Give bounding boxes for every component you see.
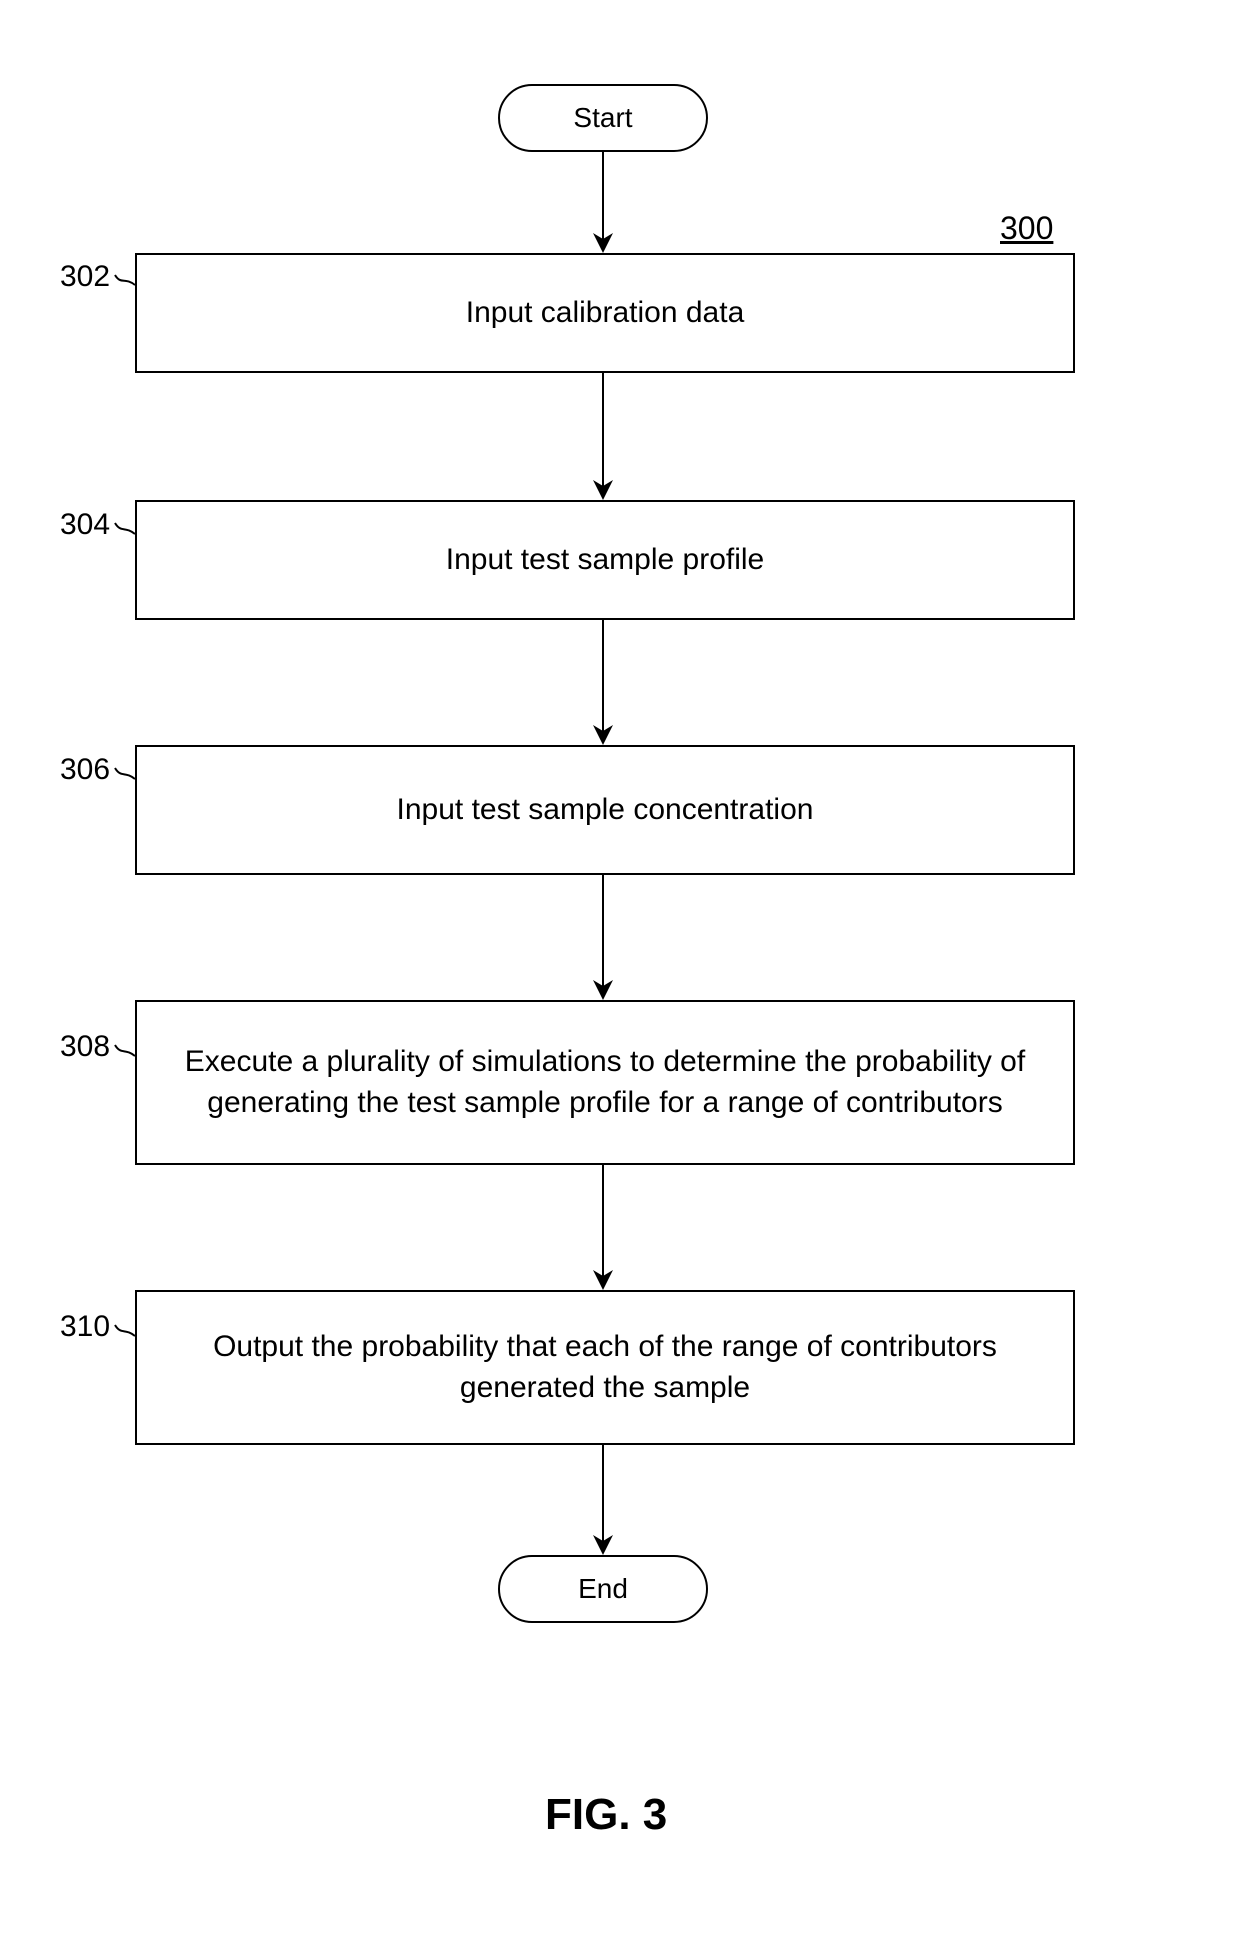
reference-label-306: 306 [60, 753, 110, 787]
process-step-306: Input test sample concentration [135, 745, 1075, 875]
process-step-label: Input calibration data [466, 293, 745, 334]
flowchart-canvas: Start End Input calibration data 302 Input… [0, 0, 1240, 1942]
terminator-end-label: End [578, 1573, 628, 1605]
process-step-310: Output the probability that each of the … [135, 1290, 1075, 1445]
process-step-label: Input test sample concentration [397, 790, 814, 831]
process-step-308: Execute a plurality of simulations to de… [135, 1000, 1075, 1165]
process-step-302: Input calibration data [135, 253, 1075, 373]
terminator-start-label: Start [573, 102, 632, 134]
terminator-start: Start [498, 84, 708, 152]
process-step-304: Input test sample profile [135, 500, 1075, 620]
terminator-end: End [498, 1555, 708, 1623]
reference-label-302: 302 [60, 260, 110, 294]
figure-number: 300 [1000, 210, 1053, 247]
reference-label-310: 310 [60, 1310, 110, 1344]
process-step-label: Execute a plurality of simulations to de… [177, 1042, 1033, 1123]
process-step-label: Input test sample profile [446, 540, 765, 581]
process-step-label: Output the probability that each of the … [177, 1327, 1033, 1408]
reference-label-304: 304 [60, 508, 110, 542]
figure-caption: FIG. 3 [545, 1790, 667, 1840]
reference-label-308: 308 [60, 1030, 110, 1064]
